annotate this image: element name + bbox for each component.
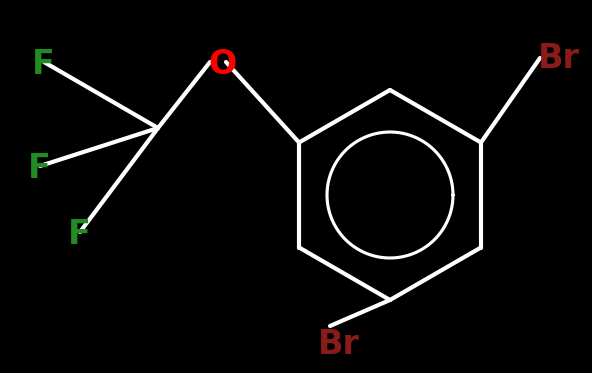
Text: F: F bbox=[28, 152, 51, 185]
Text: F: F bbox=[68, 218, 91, 251]
Text: O: O bbox=[208, 48, 236, 81]
Text: F: F bbox=[32, 48, 55, 81]
Text: Br: Br bbox=[318, 328, 360, 361]
Text: Br: Br bbox=[538, 42, 580, 75]
